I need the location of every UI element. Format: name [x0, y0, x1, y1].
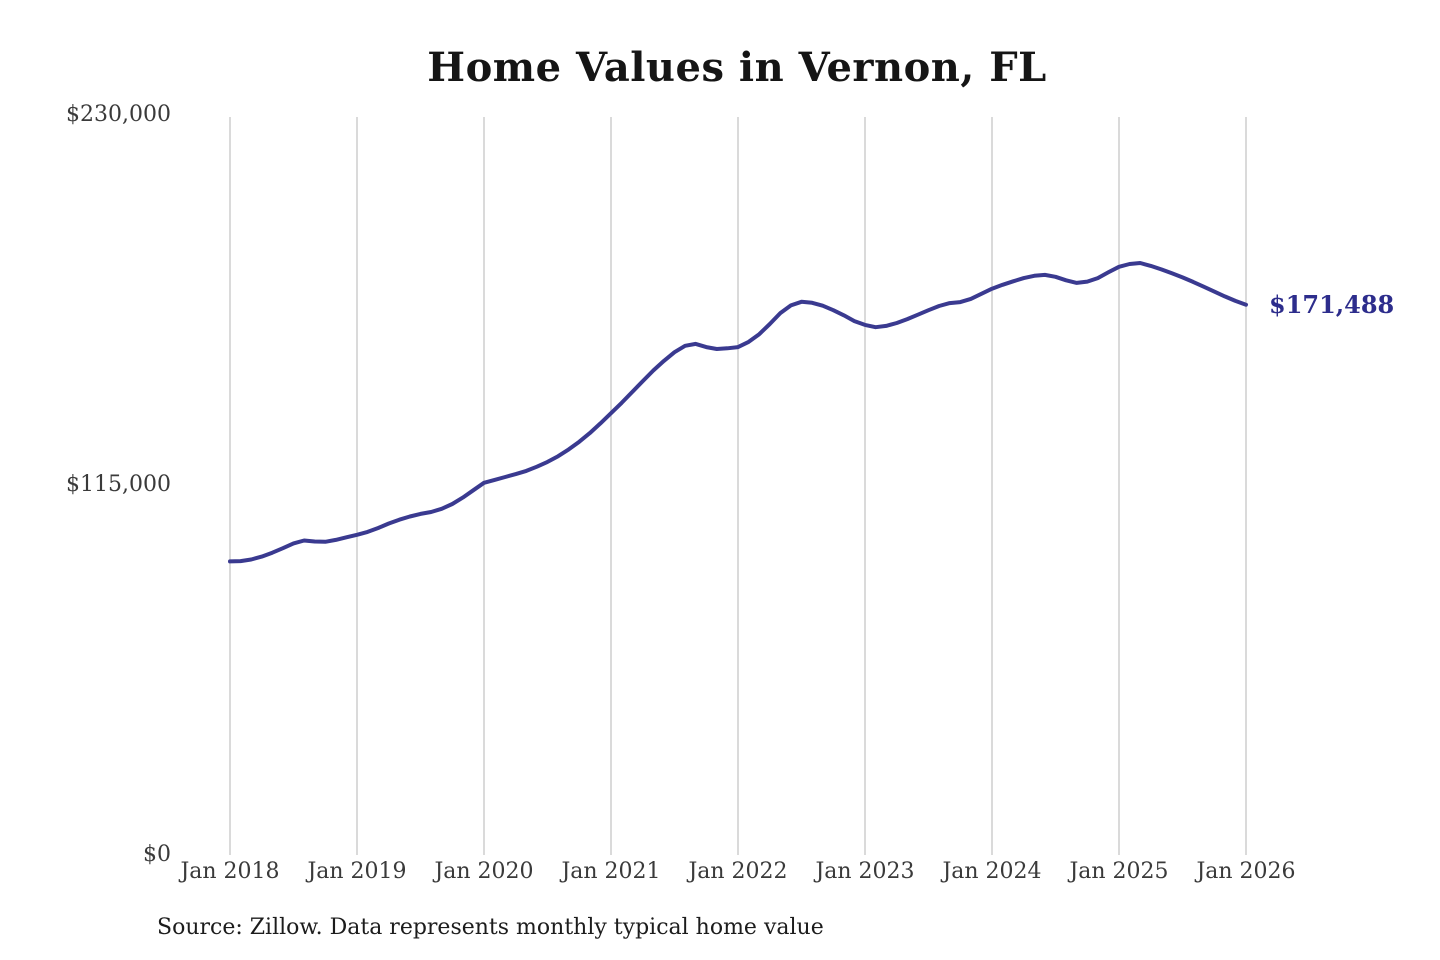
- x-tick-label: Jan 2026: [1196, 859, 1296, 884]
- x-tick-label: Jan 2025: [1069, 859, 1169, 884]
- x-tick-label: Jan 2019: [307, 859, 407, 884]
- x-tick-label: Jan 2020: [434, 859, 534, 884]
- x-tick-label: Jan 2024: [942, 859, 1042, 884]
- y-tick-label-115000: $115,000: [66, 472, 171, 497]
- x-tick-label: Jan 2021: [561, 859, 661, 884]
- y-tick-label-230000: $230,000: [66, 102, 171, 127]
- final-value-label: $171,488: [1269, 289, 1395, 319]
- x-tick-label: Jan 2023: [815, 859, 915, 884]
- home-value-line: [228, 261, 1248, 564]
- x-tick-label: Jan 2022: [688, 859, 788, 884]
- chart-title: Home Values in Vernon, FL: [427, 44, 1047, 91]
- y-tick-label-0: $0: [143, 842, 171, 867]
- x-tick-label: Jan 2018: [180, 859, 280, 884]
- source-note: Source: Zillow. Data represents monthly …: [157, 915, 824, 940]
